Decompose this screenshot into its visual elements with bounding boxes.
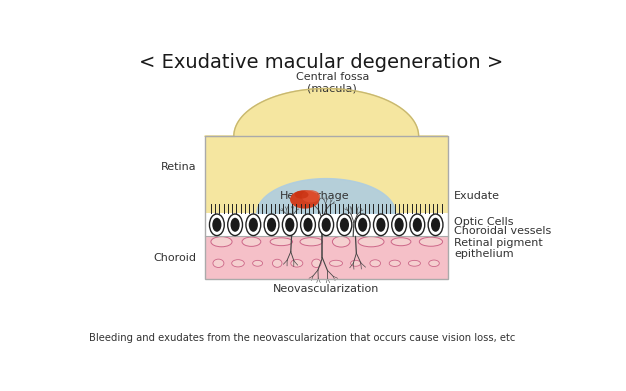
Polygon shape (257, 179, 396, 213)
Ellipse shape (392, 214, 406, 235)
Bar (205, 136, 448, 279)
Ellipse shape (291, 260, 303, 267)
Ellipse shape (429, 260, 439, 267)
Ellipse shape (211, 237, 232, 247)
Ellipse shape (358, 237, 384, 247)
Ellipse shape (300, 214, 316, 235)
Text: Optic Cells: Optic Cells (454, 217, 513, 227)
Ellipse shape (428, 214, 443, 235)
Bar (205, 136, 448, 213)
Ellipse shape (329, 260, 342, 266)
Ellipse shape (337, 214, 352, 235)
Ellipse shape (302, 190, 320, 203)
Ellipse shape (282, 214, 297, 235)
Ellipse shape (249, 218, 258, 232)
Ellipse shape (322, 218, 331, 232)
Ellipse shape (270, 238, 292, 246)
Text: Choroidal vessels: Choroidal vessels (454, 226, 552, 236)
Ellipse shape (312, 259, 321, 267)
Ellipse shape (246, 214, 260, 235)
Ellipse shape (408, 260, 421, 266)
Ellipse shape (212, 218, 222, 232)
Ellipse shape (267, 218, 276, 232)
Ellipse shape (413, 218, 422, 232)
Ellipse shape (290, 190, 319, 209)
Ellipse shape (253, 260, 262, 266)
Text: < Exudative macular degeneration >: < Exudative macular degeneration > (139, 53, 503, 72)
Text: Retina: Retina (162, 162, 197, 172)
Ellipse shape (356, 214, 370, 235)
Ellipse shape (242, 237, 261, 246)
Text: Choroid: Choroid (154, 253, 197, 262)
Ellipse shape (374, 214, 388, 235)
Text: Bleeding and exudates from the neovascularization that occurs cause vision loss,: Bleeding and exudates from the neovascul… (89, 334, 515, 343)
Text: Neovascularization: Neovascularization (273, 284, 379, 294)
Ellipse shape (431, 218, 440, 232)
Ellipse shape (358, 218, 367, 232)
Ellipse shape (419, 237, 443, 246)
Ellipse shape (376, 218, 386, 232)
Ellipse shape (210, 214, 224, 235)
Ellipse shape (340, 218, 349, 232)
Ellipse shape (230, 218, 240, 232)
Ellipse shape (300, 238, 322, 246)
Ellipse shape (228, 214, 242, 235)
Ellipse shape (394, 218, 404, 232)
Text: Hemorrhage: Hemorrhage (280, 191, 349, 201)
Ellipse shape (232, 260, 244, 267)
Ellipse shape (319, 214, 334, 235)
Ellipse shape (264, 214, 279, 235)
Ellipse shape (351, 260, 361, 266)
Ellipse shape (391, 238, 411, 246)
Ellipse shape (332, 237, 350, 247)
Ellipse shape (389, 260, 401, 266)
Ellipse shape (304, 218, 312, 232)
Ellipse shape (285, 218, 294, 232)
Ellipse shape (410, 214, 424, 235)
Bar (205, 236, 448, 279)
Ellipse shape (272, 259, 282, 267)
Text: Exudate: Exudate (454, 191, 500, 201)
Ellipse shape (213, 259, 224, 267)
Polygon shape (205, 88, 448, 136)
Ellipse shape (295, 191, 309, 199)
Ellipse shape (370, 260, 381, 267)
Text: Retinal pigment
epithelium: Retinal pigment epithelium (454, 238, 543, 260)
Text: Central fossa
(macula): Central fossa (macula) (295, 72, 369, 94)
